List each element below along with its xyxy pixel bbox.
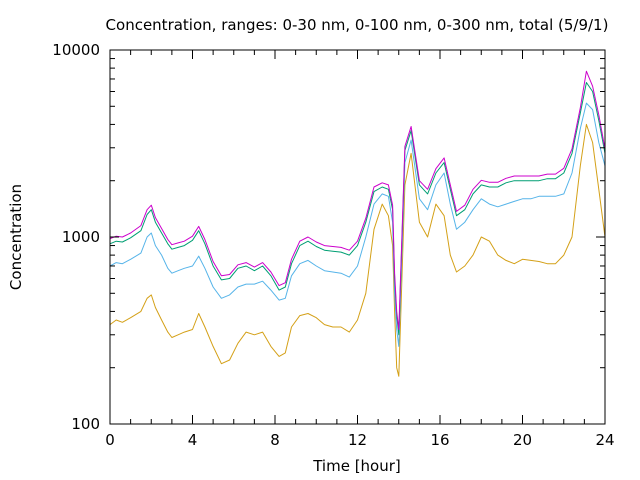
series-line-2 (109, 102, 606, 347)
plot-frame (109, 49, 606, 425)
y-axis-label: Concentration (7, 184, 25, 290)
x-tick-label: 24 (595, 431, 614, 449)
y-tick-label: 100 (71, 415, 100, 433)
x-tick-label: 0 (105, 431, 115, 449)
axis-ticks: 0 4 8 12 16 20 24 100 1000 10000 (52, 41, 614, 449)
x-tick-label: 20 (513, 431, 532, 449)
x-axis-label: Time [hour] (312, 457, 401, 475)
x-tick-label: 8 (270, 431, 280, 449)
series-line-3 (109, 82, 606, 336)
y-tick-label: 1000 (62, 228, 100, 246)
x-tick-label: 16 (430, 431, 449, 449)
y-tick-label: 10000 (52, 41, 100, 59)
series-line-4 (109, 70, 606, 330)
x-tick-label: 12 (348, 431, 367, 449)
series-group (109, 70, 606, 377)
x-tick-label: 4 (188, 431, 198, 449)
series-line-1 (109, 123, 606, 377)
chart-title: Concentration, ranges: 0-30 nm, 0-100 nm… (106, 16, 609, 34)
